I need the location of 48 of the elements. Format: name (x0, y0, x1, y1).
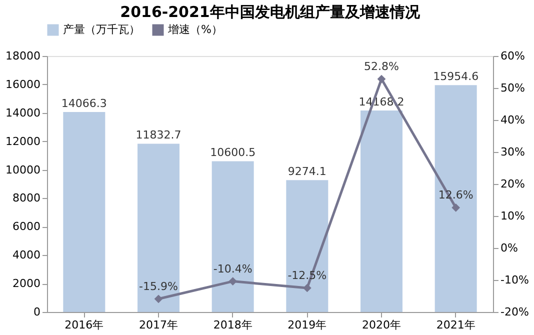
y2-tick-label: -10% (500, 274, 529, 286)
data-label: -12.5% (288, 269, 327, 282)
y2-tick-label: 60% (500, 50, 525, 62)
bar (212, 161, 254, 312)
legend-label: 产量（万千瓦） (63, 23, 140, 36)
bar (286, 180, 328, 312)
y2-tick-label: 30% (500, 146, 525, 158)
y-tick-label: 2000 (12, 277, 40, 290)
data-label: 52.8% (364, 60, 399, 74)
x-tick-label: 2020年 (362, 318, 401, 332)
data-label: 14066.3 (61, 96, 107, 110)
point (154, 294, 163, 304)
y-tick-label: 4000 (12, 248, 40, 262)
data-label: 11832.7 (136, 128, 182, 142)
data-label: 12.6% (438, 188, 474, 202)
data-label: 10600.5 (210, 146, 256, 160)
y2-tick-label: -20% (500, 306, 529, 318)
chart-title: 2016-2021年中国发电机组产量及增速情况 (120, 3, 421, 21)
point (228, 277, 238, 286)
y-tick-label: 12000 (6, 134, 40, 148)
y2-tick-label: 0% (500, 242, 518, 254)
data-label: 15954.6 (433, 70, 479, 84)
bar (434, 85, 477, 312)
y-tick-label: 0 (34, 306, 40, 318)
data-label: -10.4% (213, 262, 252, 276)
bar (138, 144, 180, 312)
y2-tick-label: 20% (500, 178, 525, 190)
point (377, 74, 386, 84)
bar (63, 112, 106, 312)
data-label: -15.9% (139, 280, 178, 293)
y2-tick-label: 10% (500, 210, 525, 222)
y2-tick-label: 40% (500, 114, 525, 126)
x-tick-label: 2016年 (64, 318, 104, 332)
y-tick-label: 18000 (6, 50, 40, 62)
y-tick-label: 6000 (12, 220, 40, 234)
y-tick-label: 10000 (6, 163, 40, 176)
y-tick-label: 14000 (6, 106, 40, 120)
y-tick-label: 8000 (12, 192, 40, 205)
y2-tick-label: 50% (500, 82, 525, 94)
x-tick-label: 2019年 (288, 318, 327, 332)
bar (360, 110, 402, 312)
x-tick-label: 2017年 (139, 318, 178, 332)
x-tick-label: 2018年 (213, 318, 252, 332)
data-label: 9274.1 (288, 165, 326, 178)
y-tick-label: 16000 (6, 78, 40, 91)
point (452, 203, 460, 212)
legend-label: 增速（%） (167, 23, 222, 36)
x-tick-label: 2021年 (436, 318, 476, 332)
